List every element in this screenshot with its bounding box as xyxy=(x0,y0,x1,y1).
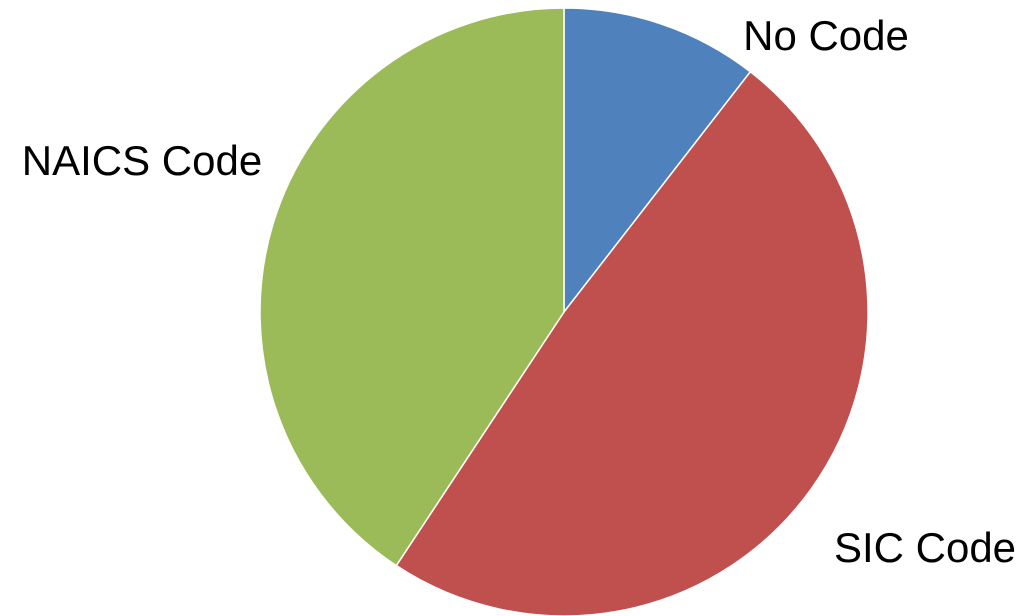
slice-label-sic-code: SIC Code xyxy=(834,524,1016,571)
pie-slices xyxy=(259,7,869,616)
pie-slice-naics-code xyxy=(259,7,565,567)
pie-slice-no-code xyxy=(563,7,752,315)
slice-label-naics-code: NAICS Code xyxy=(22,137,262,184)
slice-label-no-code: No Code xyxy=(743,12,909,59)
pie-labels: No Code SIC Code NAICS Code xyxy=(22,12,1016,571)
pie-slice-sic-code xyxy=(395,70,869,616)
